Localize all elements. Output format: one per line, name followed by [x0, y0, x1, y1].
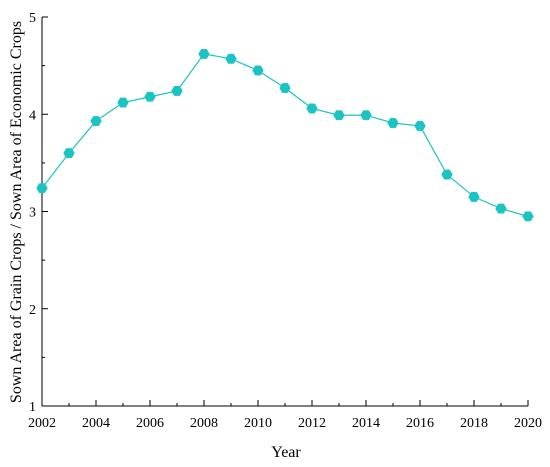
- x-axis-title: Year: [271, 444, 301, 461]
- x-tick-label: 2018: [460, 416, 488, 431]
- x-tick-label: 2012: [298, 416, 326, 431]
- data-point: [306, 103, 318, 114]
- data-point: [495, 203, 507, 214]
- data-point: [360, 110, 372, 121]
- y-axis-title: Sown Area of Grain Crops / Sown Area of …: [8, 21, 25, 403]
- y-tick-label: 1: [29, 400, 36, 415]
- data-point: [144, 91, 156, 102]
- x-tick-label: 2020: [514, 416, 542, 431]
- data-point: [117, 97, 129, 108]
- axes: [41, 17, 528, 407]
- x-tick-label: 2008: [190, 416, 218, 431]
- series-line: [41, 53, 529, 217]
- x-tick-label: 2006: [136, 416, 164, 431]
- x-tick-label: 2016: [406, 416, 434, 431]
- data-point: [90, 116, 102, 126]
- data-point: [252, 65, 264, 76]
- data-point: [387, 118, 399, 128]
- ticks: 2002 2004 2006 2008 2010 2012 2014 2016 2018 2020…: [28, 11, 542, 431]
- y-tick-label: 2: [29, 303, 36, 318]
- data-point: [468, 191, 480, 202]
- data-point: [225, 53, 237, 64]
- x-tick-label: 2014: [352, 416, 380, 431]
- data-point: [279, 83, 291, 93]
- x-tick-label: 2010: [244, 416, 272, 431]
- data-point: [333, 110, 345, 121]
- y-tick-label: 5: [29, 11, 36, 26]
- data-point: [36, 183, 48, 194]
- data-point: [414, 120, 426, 131]
- y-tick-label: 3: [29, 206, 36, 221]
- data-point: [198, 49, 210, 59]
- y-tick-label: 4: [29, 108, 36, 123]
- x-tick-label: 2002: [28, 416, 56, 431]
- x-tick-label: 2004: [82, 416, 110, 431]
- series-layer: [36, 49, 534, 222]
- data-point: [441, 169, 453, 180]
- data-point: [522, 211, 534, 222]
- data-point: [63, 148, 75, 159]
- data-point: [171, 85, 183, 96]
